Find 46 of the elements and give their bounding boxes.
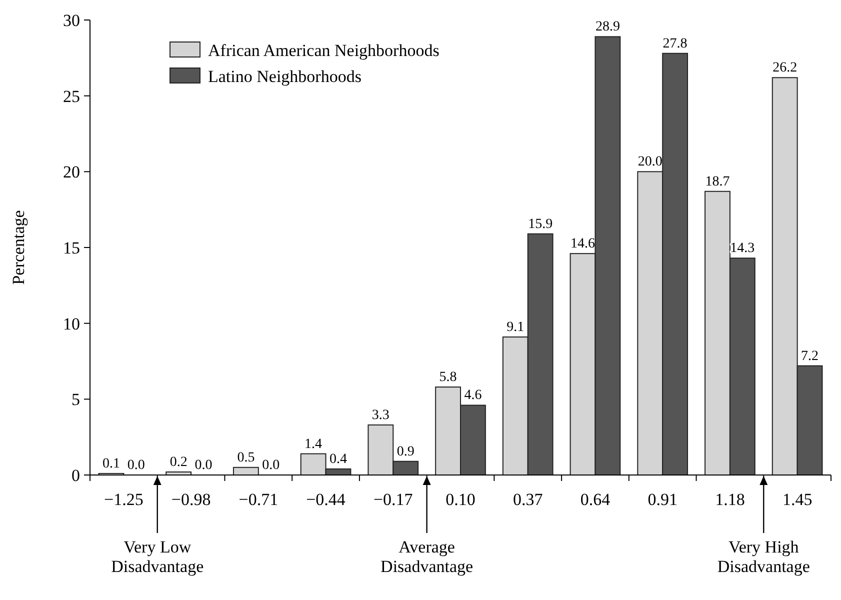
- text: Very High Disadvantage: [717, 538, 810, 576]
- y-axis-title: Percentage: [9, 210, 28, 285]
- x-tick-label: −0.17: [373, 490, 414, 509]
- y-tick-label: 5: [72, 390, 80, 410]
- data-label: 14.3: [730, 241, 755, 256]
- x-tick-label: 1.18: [715, 490, 745, 509]
- data-label: 3.3: [372, 408, 390, 423]
- text: Very Low Disadvantage: [111, 538, 204, 576]
- data-label: 0.2: [170, 454, 188, 470]
- data-label: 5.8: [439, 370, 457, 386]
- legend-label: Latino Neighborhoods: [208, 66, 362, 86]
- data-label: 7.2: [801, 348, 819, 364]
- data-label: 9.1: [506, 320, 524, 335]
- text: Average Disadvantage: [380, 538, 474, 576]
- y-tick-label: 25: [63, 86, 80, 106]
- y-tick-label: 20: [63, 162, 80, 182]
- x-tick-label: −0.44: [306, 490, 346, 509]
- data-label: 0.0: [127, 458, 145, 473]
- legend-label: African American Neighborhoods: [208, 40, 440, 60]
- data-label: 28.9: [595, 20, 620, 35]
- data-label: 27.8: [662, 36, 688, 52]
- data-label: 0.9: [396, 444, 414, 460]
- y-tick-label: 0: [72, 466, 80, 485]
- x-tick-label: 1.45: [782, 490, 812, 509]
- data-label: 0.1: [102, 456, 120, 472]
- y-tick-label: 15: [63, 238, 80, 258]
- data-label: 20.0: [638, 154, 662, 170]
- data-label: 26.2: [772, 60, 798, 76]
- data-label: 1.4: [304, 436, 322, 452]
- x-tick-label: 0.64: [580, 490, 611, 509]
- y-tick-label: 30: [63, 10, 80, 30]
- x-tick-label: 0.10: [446, 490, 476, 509]
- data-label: 0.4: [329, 452, 347, 467]
- x-tick-label: 0.91: [648, 490, 678, 509]
- x-tick-label: 0.37: [512, 490, 544, 509]
- x-tick-label: −0.71: [238, 490, 278, 509]
- data-label: 4.6: [464, 388, 482, 404]
- data-label: 0.0: [194, 458, 212, 473]
- data-label: 15.9: [528, 216, 553, 232]
- x-tick-label: −0.98: [171, 490, 211, 509]
- data-label: 0.0: [262, 458, 280, 473]
- data-label: 14.6: [570, 236, 596, 252]
- data-label: 0.5: [237, 450, 255, 466]
- x-tick-label: −1.25: [104, 490, 144, 509]
- y-tick-label: 10: [63, 314, 80, 334]
- data-label: 18.7: [705, 174, 730, 190]
